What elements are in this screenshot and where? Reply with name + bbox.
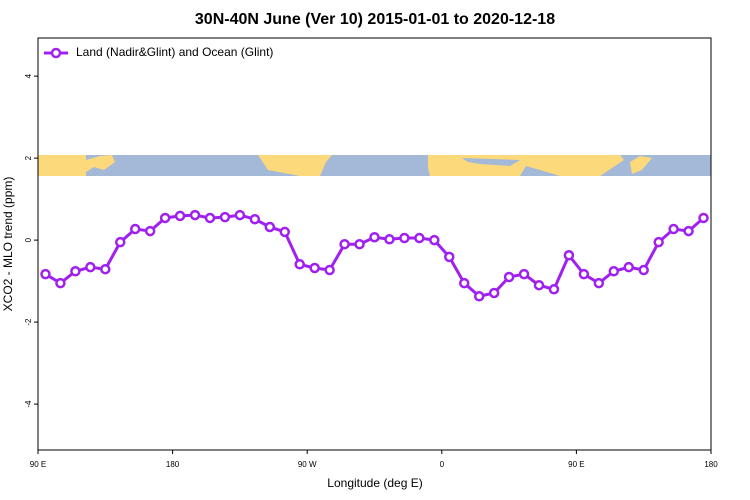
- data-point: [264, 221, 276, 233]
- data-point: [563, 250, 575, 261]
- data-point: [638, 264, 649, 276]
- data-point: [204, 212, 216, 224]
- x-tick-label: 90 E: [30, 460, 46, 469]
- series-line: [44, 213, 705, 298]
- data-point: [189, 209, 201, 221]
- x-tick-label: 90 E: [568, 460, 584, 469]
- data-point: [55, 277, 66, 289]
- y-tick-label: 0: [24, 237, 33, 242]
- data-point: [414, 232, 425, 244]
- data-point: [458, 277, 470, 289]
- data-point: [608, 266, 620, 277]
- data-point: [324, 264, 335, 276]
- data-point: [668, 223, 679, 235]
- data-point: [399, 232, 410, 244]
- data-point: [309, 262, 320, 274]
- plot-frame: [37, 37, 712, 451]
- legend-label: Land (Nadir&Glint) and Ocean (Glint): [76, 45, 273, 59]
- data-point: [100, 263, 111, 275]
- data-point: [294, 259, 305, 270]
- data-point: [234, 209, 246, 221]
- data-point: [698, 212, 709, 224]
- y-axis-label: XCO2 - MLO trend (ppm): [1, 177, 15, 312]
- data-point: [548, 284, 560, 295]
- y-tick-label: 4: [24, 73, 33, 78]
- data-point: [444, 251, 455, 263]
- data-point: [279, 226, 291, 238]
- x-tick-label: 0: [440, 460, 445, 469]
- y-tick-label: 2: [24, 155, 33, 160]
- data-point: [115, 236, 126, 248]
- x-tick-label: 180: [166, 460, 180, 469]
- data-point: [174, 210, 186, 222]
- data-point: [593, 277, 605, 289]
- data-point: [219, 211, 231, 223]
- data-point: [144, 225, 156, 237]
- data-point: [354, 238, 365, 250]
- data-point: [578, 268, 590, 280]
- data-point: [623, 261, 634, 273]
- data-point: [384, 234, 395, 245]
- data-point: [40, 268, 51, 280]
- data-point: [488, 287, 500, 299]
- data-point: [533, 279, 545, 291]
- x-axis-label: Longitude (deg E): [327, 476, 422, 490]
- data-point: [129, 223, 141, 235]
- map-strip: [38, 155, 711, 176]
- data-point: [70, 266, 81, 277]
- legend-marker: [50, 47, 62, 59]
- data-point: [683, 225, 694, 237]
- y-tick-label: -4: [24, 400, 33, 408]
- data-point: [249, 213, 261, 225]
- data-point: [473, 291, 485, 302]
- data-point: [159, 212, 171, 224]
- chart-title: 30N-40N June (Ver 10) 2015-01-01 to 2020…: [195, 11, 555, 28]
- data-point: [369, 231, 380, 243]
- data-point: [518, 268, 530, 280]
- data-point: [653, 236, 664, 248]
- data-point: [339, 238, 350, 250]
- data-point: [85, 261, 96, 273]
- x-tick-label: 180: [704, 460, 718, 469]
- x-tick-label: 90 W: [298, 460, 317, 469]
- data-point: [503, 271, 515, 283]
- y-tick-label: -2: [24, 318, 33, 326]
- data-point: [429, 234, 440, 246]
